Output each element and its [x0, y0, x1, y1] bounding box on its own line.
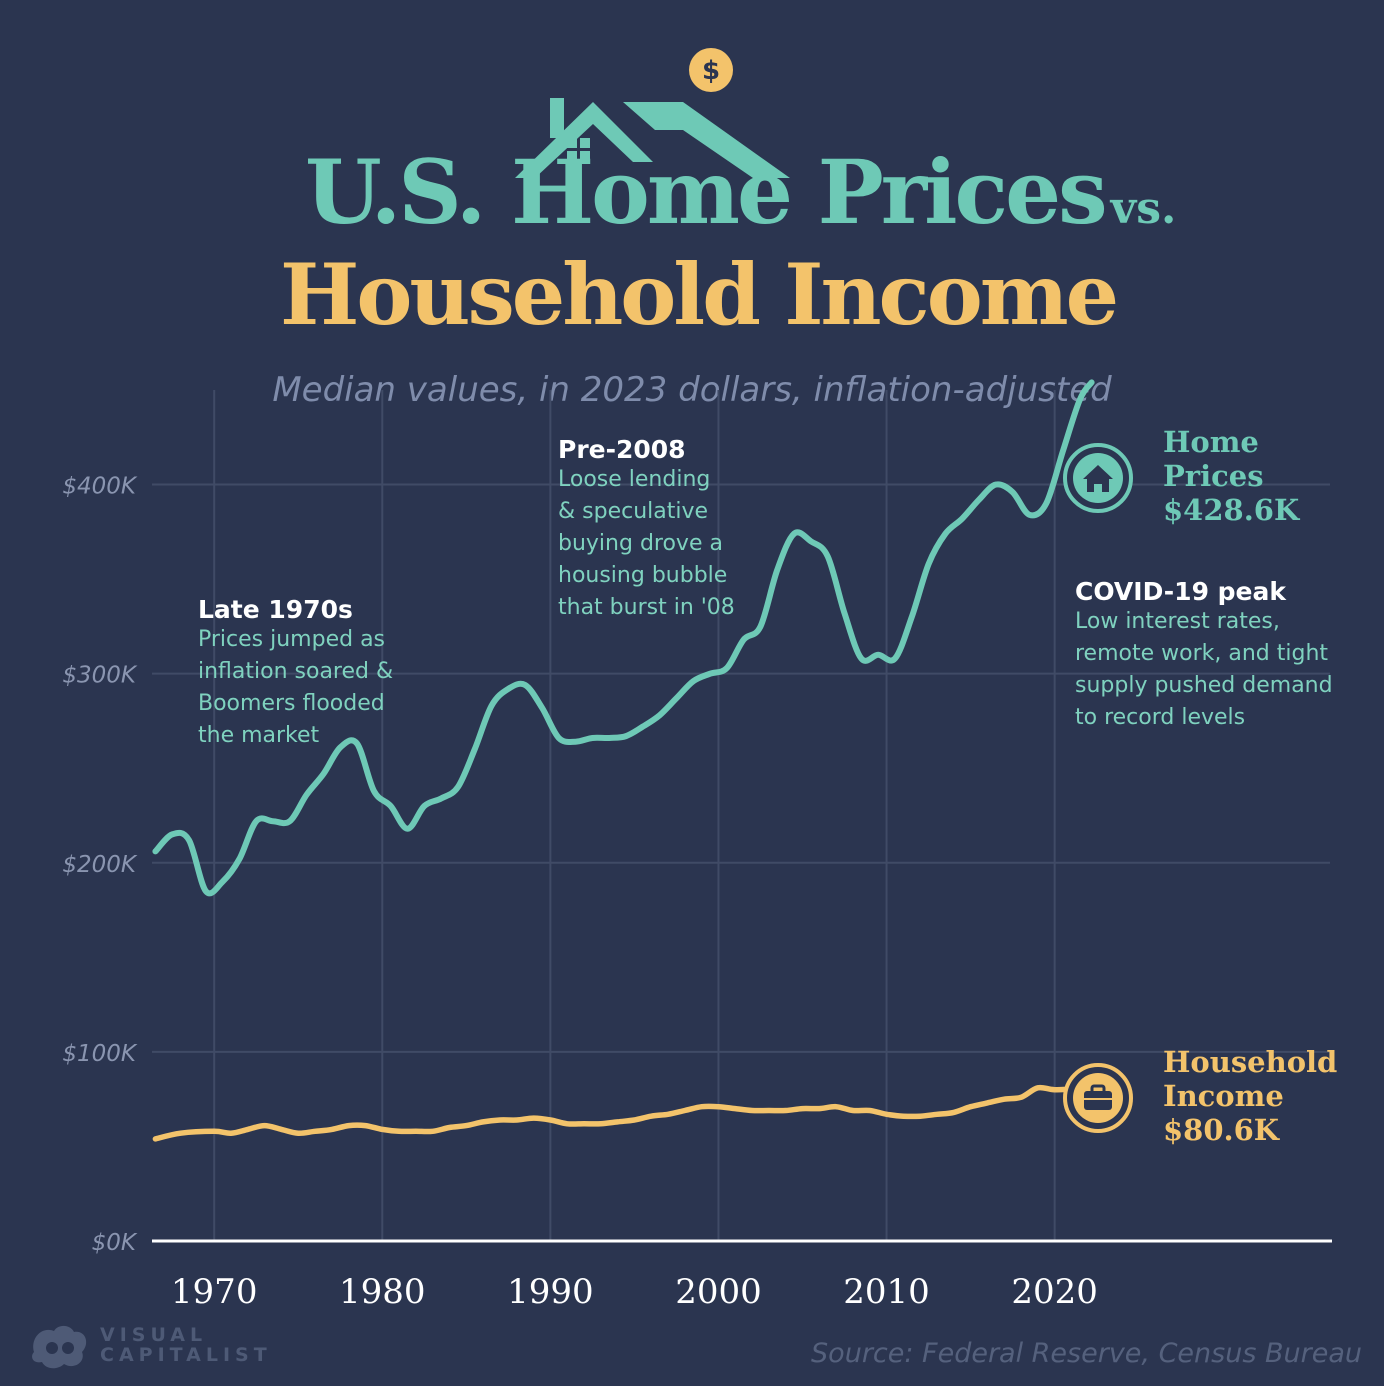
- x-tick-label-1980: 1980: [339, 1272, 426, 1312]
- annotation-heading: Late 1970s: [198, 595, 353, 624]
- y-tick-label-100000: $100K: [62, 1041, 138, 1067]
- x-axis-labels: 1970 1980 1990 2000 2010 2020: [171, 1272, 1098, 1312]
- annotation-line: Boomers flooded: [198, 691, 385, 716]
- household-income-end-label: Household Income $80.6K: [1163, 1045, 1337, 1147]
- annotation-line: the market: [198, 723, 320, 748]
- annotation-line: Loose lending: [558, 467, 711, 492]
- title-block: $ U.S. Home Prices vs. Household Income M…: [0, 40, 1384, 410]
- title-line-2: Household Income: [280, 245, 1119, 344]
- vertical-gridlines: [213, 390, 1056, 1241]
- end-label-line: Prices: [1163, 459, 1264, 493]
- end-label-value: $80.6K: [1163, 1113, 1280, 1147]
- annotation-line: to record levels: [1075, 705, 1246, 730]
- annotation-line: inflation soared &: [198, 659, 394, 684]
- subtitle: Median values, in 2023 dollars, inflatio…: [272, 370, 1112, 410]
- x-tick-label-1990: 1990: [507, 1272, 594, 1312]
- annotation-line: that burst in '08: [558, 595, 735, 620]
- home-prices-end-label: Home Prices $428.6K: [1163, 425, 1299, 527]
- annotation-line: remote work, and tight: [1075, 641, 1329, 666]
- series-line-household-income: [152, 1084, 1083, 1142]
- brand-line-2: CAPITALIST: [100, 1344, 272, 1366]
- annotation-heading: COVID-19 peak: [1075, 577, 1287, 606]
- horizontal-gridlines: [152, 483, 1330, 1053]
- y-tick-label-300000: $300K: [62, 663, 138, 689]
- annotation-line: supply pushed demand: [1075, 673, 1333, 698]
- annotation-line: & speculative: [558, 499, 709, 524]
- x-tick-label-1970: 1970: [171, 1272, 258, 1312]
- dollar-icon: $: [689, 48, 733, 92]
- x-tick-label-2000: 2000: [675, 1272, 762, 1312]
- annotation-heading: Pre-2008: [558, 435, 686, 464]
- end-label-value: $428.6K: [1163, 493, 1300, 527]
- end-label-line: Income: [1163, 1079, 1284, 1113]
- annotation-pre-2008: Pre-2008 Loose lending & speculative buy…: [558, 435, 735, 624]
- svg-text:$: $: [702, 56, 720, 86]
- y-tick-label-0: $0K: [92, 1230, 138, 1256]
- annotation-line: Low interest rates,: [1075, 609, 1280, 634]
- annotation-covid-peak: COVID-19 peak Low interest rates, remote…: [1075, 577, 1333, 734]
- brand-icon: [32, 1325, 87, 1369]
- x-tick-label-2010: 2010: [843, 1272, 930, 1312]
- annotation-late-1970s: Late 1970s Prices jumped as inflation so…: [198, 595, 393, 752]
- annotation-line: buying drove a: [558, 531, 723, 556]
- brand-line-1: VISUAL: [100, 1324, 208, 1346]
- y-axis-labels: $0K $100K $200K $300K $400K: [62, 474, 138, 1256]
- title-line-1: U.S. Home Prices vs.: [305, 140, 1177, 244]
- visual-capitalist-logo: VISUAL CAPITALIST: [28, 1322, 268, 1370]
- house-icon: [1063, 443, 1133, 513]
- series-lines: [152, 379, 1095, 1142]
- y-tick-label-200000: $200K: [62, 852, 138, 878]
- y-tick-label-400000: $400K: [62, 474, 138, 500]
- series-line-home-prices: [152, 379, 1095, 897]
- house-logo: [515, 98, 790, 178]
- end-label-line: Home: [1163, 425, 1259, 459]
- annotation-line: Prices jumped as: [198, 627, 386, 652]
- briefcase-icon: [1063, 1063, 1133, 1133]
- x-tick-label-2020: 2020: [1011, 1272, 1098, 1312]
- source-note: Source: Federal Reserve, Census Bureau: [811, 1338, 1362, 1369]
- end-label-line: Household: [1163, 1045, 1338, 1079]
- annotation-line: housing bubble: [558, 563, 728, 588]
